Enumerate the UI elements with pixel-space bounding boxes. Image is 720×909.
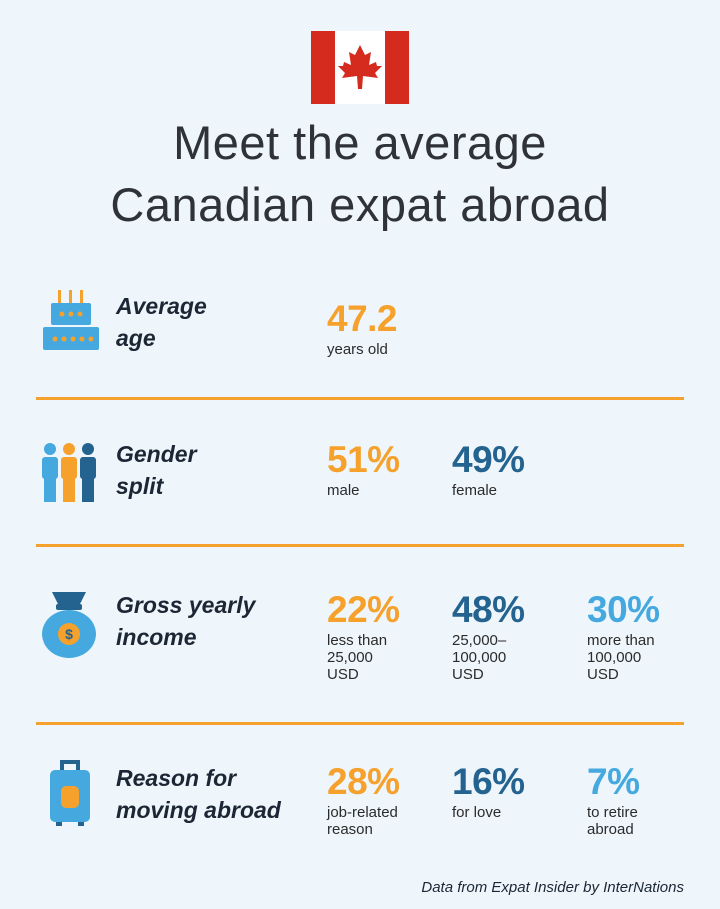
income-stat-high: 30% more than 100,000 USD <box>587 589 707 684</box>
section-gross-income: $ Gross yearly income 22% less than 25,0… <box>36 584 684 694</box>
income-mid-desc: 25,000– 100,000 USD <box>452 632 507 683</box>
source-footer: Data from Expat Insider by InterNations <box>421 879 684 896</box>
birthday-cake-icon <box>43 290 99 350</box>
section-reason-moving: Reason for moving abroad 28% job-related… <box>36 758 684 858</box>
job-desc: job-related reason <box>327 804 398 838</box>
gender-label: Gender split <box>116 441 197 499</box>
love-desc: for love <box>452 804 502 821</box>
income-high-desc: more than 100,000 USD <box>587 632 655 683</box>
divider <box>36 397 684 400</box>
people-group-icon <box>42 443 96 502</box>
female-desc: female <box>452 482 498 499</box>
title-line-1: Meet the average <box>173 116 547 169</box>
retire-desc: to retire abroad <box>587 804 638 838</box>
love-value: 16% <box>452 761 525 802</box>
section-gender-split: Gender split 51% male 49% female <box>36 432 684 532</box>
page-title: Meet the average Canadian expat abroad <box>0 112 720 236</box>
reason-label: Reason for moving abroad <box>116 765 281 823</box>
gender-stat-female: 49% female <box>452 439 572 500</box>
section-average-age: Average age 47.2 years old <box>36 285 684 385</box>
divider <box>36 722 684 725</box>
income-stat-mid: 48% 25,000– 100,000 USD <box>452 589 572 684</box>
income-low-value: 22% <box>327 589 400 630</box>
canada-flag-icon <box>311 31 409 104</box>
income-high-value: 30% <box>587 589 660 630</box>
reason-stat-retire: 7% to retire abroad <box>587 761 707 839</box>
income-label: Gross yearly income <box>116 592 256 650</box>
retire-value: 7% <box>587 761 640 802</box>
svg-text:$: $ <box>65 626 73 642</box>
age-desc: years old <box>327 341 388 358</box>
female-value: 49% <box>452 439 525 480</box>
male-desc: male <box>327 482 360 499</box>
money-bag-icon: $ <box>42 592 96 658</box>
age-value: 47.2 <box>327 298 398 339</box>
divider <box>36 544 684 547</box>
gender-stat-male: 51% male <box>327 439 447 500</box>
suitcase-icon <box>50 760 90 826</box>
reason-stat-job: 28% job-related reason <box>327 761 447 839</box>
income-low-desc: less than 25,000 USD <box>327 632 388 683</box>
male-value: 51% <box>327 439 400 480</box>
title-line-2: Canadian expat abroad <box>110 178 610 231</box>
job-value: 28% <box>327 761 400 802</box>
reason-stat-love: 16% for love <box>452 761 572 822</box>
income-stat-low: 22% less than 25,000 USD <box>327 589 447 684</box>
age-stat: 47.2 years old <box>327 298 447 359</box>
age-label: Average age <box>116 293 207 351</box>
income-mid-value: 48% <box>452 589 525 630</box>
